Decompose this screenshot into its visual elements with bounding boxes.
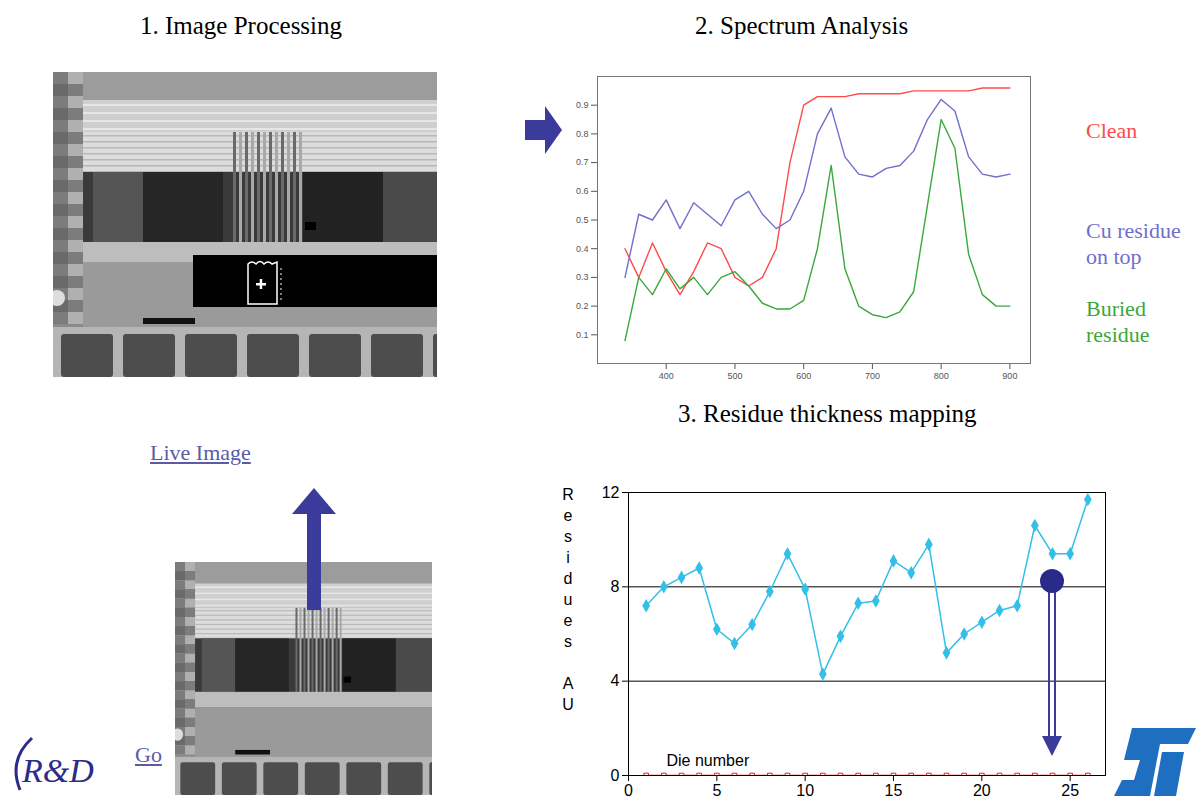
- svg-text:5: 5: [712, 782, 721, 799]
- html-text:R: R: [562, 486, 574, 503]
- svg-text:15: 15: [885, 782, 903, 799]
- svg-text:500: 500: [727, 371, 742, 381]
- html-text:2. Spectrum Analysis: 2. Spectrum Analysis: [695, 12, 909, 39]
- svg-text:0.5: 0.5: [576, 215, 589, 225]
- html-text:1. Image Processing: 1. Image Processing: [140, 12, 342, 39]
- svg-text:20: 20: [973, 782, 991, 799]
- html-text:Cu residue on top: Cu residue on top: [1086, 218, 1181, 269]
- svg-text:800: 800: [934, 371, 949, 381]
- svg-text:0.9: 0.9: [576, 100, 589, 110]
- html-text:e: e: [563, 612, 573, 629]
- html-text:s: s: [564, 633, 572, 650]
- svg-text:R&D: R&D: [21, 752, 94, 789]
- html-text:i: i: [566, 549, 570, 566]
- html-text:s: s: [564, 528, 572, 545]
- svg-text:0.6: 0.6: [576, 186, 589, 196]
- svg-text:0.8: 0.8: [576, 129, 589, 139]
- svg-text:0.3: 0.3: [576, 272, 589, 282]
- svg-text:0: 0: [624, 782, 633, 799]
- svg-text:0.4: 0.4: [576, 244, 589, 254]
- html-text:Live Image: Live Image: [150, 440, 251, 465]
- svg-text:400: 400: [659, 371, 674, 381]
- svg-text:0.1: 0.1: [576, 330, 589, 340]
- svg-text:600: 600: [796, 371, 811, 381]
- html-text:u: u: [563, 591, 573, 608]
- html-text:Go: Go: [135, 742, 162, 767]
- html-text:e: e: [563, 507, 573, 524]
- svg-text:8: 8: [611, 578, 620, 595]
- html-text:Clean: Clean: [1086, 118, 1138, 143]
- html-text:Buried residue: Buried residue: [1086, 296, 1150, 347]
- svg-text:0.7: 0.7: [576, 157, 589, 167]
- svg-text:900: 900: [1002, 371, 1017, 381]
- html-text:A: A: [562, 675, 574, 692]
- svg-text:Die number: Die number: [667, 752, 750, 769]
- svg-text:0: 0: [611, 767, 620, 784]
- html-text:3. Residue thickness mapping: 3. Residue thickness mapping: [678, 400, 977, 427]
- svg-text:12: 12: [602, 484, 620, 501]
- svg-text:10: 10: [796, 782, 814, 799]
- html-text:U: U: [562, 696, 574, 713]
- html-text:d: d: [563, 570, 573, 587]
- svg-text:700: 700: [865, 371, 880, 381]
- svg-text:0.2: 0.2: [576, 301, 589, 311]
- svg-text:4: 4: [611, 672, 620, 689]
- svg-text:25: 25: [1061, 782, 1079, 799]
